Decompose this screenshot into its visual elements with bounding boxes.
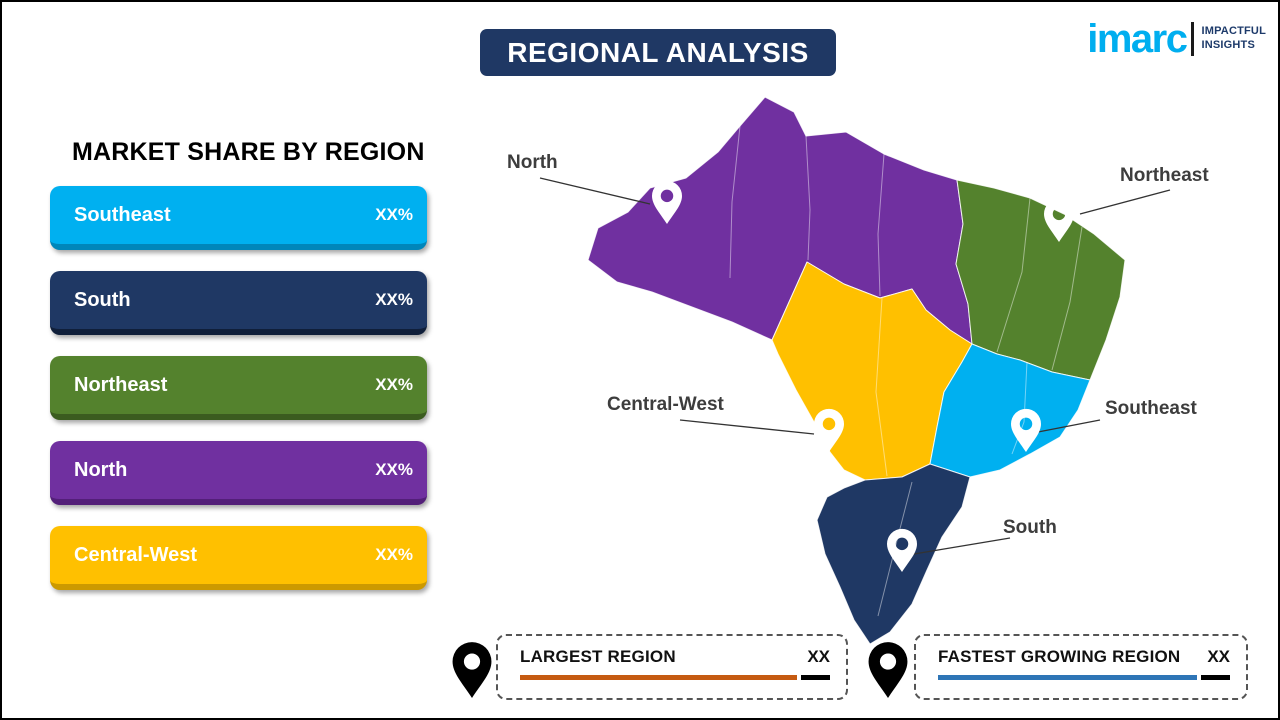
logo-tagline: IMPACTFUL INSIGHTS (1201, 25, 1266, 53)
map-region-southeast (929, 343, 1091, 478)
largest-region-box: LARGEST REGION XX (496, 634, 848, 700)
fastest-growing-underline (938, 675, 1230, 680)
share-bar-value: XX% (375, 460, 413, 479)
leader-line-north (539, 177, 651, 205)
market-share-heading: MARKET SHARE BY REGION (72, 138, 425, 166)
fastest-growing-label: FASTEST GROWING REGION (938, 647, 1181, 666)
page-title-banner: REGIONAL ANALYSIS (480, 29, 836, 76)
share-bar-label: Central-West (74, 543, 197, 566)
imarc-logo: imarc IMPACTFUL INSIGHTS (1087, 17, 1266, 61)
leader-line-central-west (679, 419, 815, 435)
map-label-central-west: Central-West (607, 394, 725, 415)
fastest-growing-box: FASTEST GROWING REGION XX (914, 634, 1248, 700)
logo-divider (1191, 22, 1195, 56)
share-bar-south: South XX% (50, 271, 427, 335)
fastest-growing-value: XX (1207, 647, 1230, 666)
map-label-southeast: Southeast (1105, 398, 1198, 419)
largest-region-label: LARGEST REGION (520, 647, 676, 666)
market-share-list: Southeast XX% South XX% Northeast XX% No… (50, 186, 427, 590)
share-bar-north: North XX% (50, 441, 427, 505)
logo-tagline-line1: IMPACTFUL (1201, 25, 1266, 38)
map-label-south: South (1003, 517, 1057, 538)
state-border-lines (729, 125, 1083, 617)
share-bar-northeast: Northeast XX% (50, 356, 427, 420)
logo-tagline-line2: INSIGHTS (1201, 39, 1256, 51)
largest-region-pin-icon (452, 642, 492, 698)
page-title: REGIONAL ANALYSIS (507, 36, 809, 68)
share-bar-value: XX% (375, 375, 413, 394)
share-bar-label: Northeast (74, 373, 168, 396)
logo-brand-text: imarc (1087, 17, 1188, 61)
share-bar-label: North (74, 458, 128, 481)
leader-line-south (913, 537, 1011, 555)
share-bar-value: XX% (375, 205, 413, 224)
share-bar-central-west: Central-West XX% (50, 526, 427, 590)
map-label-northeast: Northeast (1120, 165, 1209, 186)
share-bar-value: XX% (375, 290, 413, 309)
leader-line-southeast (1037, 419, 1101, 433)
leader-line-northeast (1079, 189, 1171, 215)
share-bar-southeast: Southeast XX% (50, 186, 427, 250)
largest-region-value: XX (807, 647, 830, 666)
leader-lines (539, 177, 1171, 555)
largest-region-underline (520, 675, 830, 680)
share-bar-label: Southeast (74, 203, 171, 226)
share-bar-value: XX% (375, 545, 413, 564)
share-bar-label: South (74, 288, 131, 311)
brazil-region-map: North Northeast Central-West Southeast S… (507, 96, 1209, 645)
map-label-north: North (507, 152, 558, 173)
fastest-growing-pin-icon (868, 642, 908, 698)
